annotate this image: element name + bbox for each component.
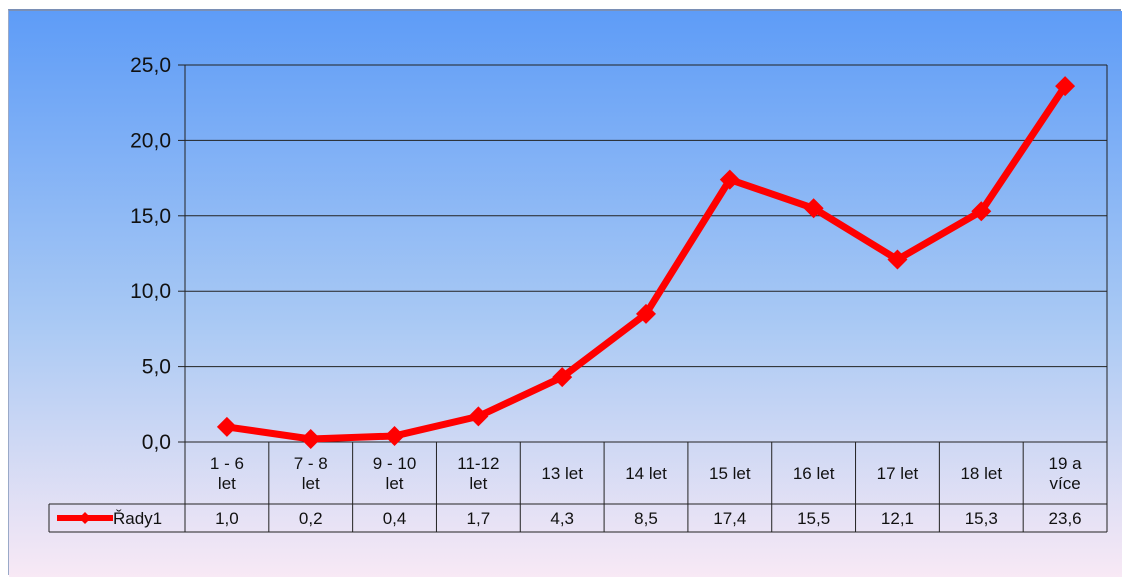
y-tick-label: 0,0 [142,431,171,454]
data-point [300,428,321,449]
data-table-value: 4,3 [550,509,574,528]
data-table-value: 15,5 [797,509,830,528]
x-tick-label: 16 let [793,464,835,483]
x-tick-label: 15 let [709,464,751,483]
x-tick-label: 19 a více [1049,454,1083,493]
data-point [636,303,656,324]
x-tick-label: 1 - 6 let [210,454,244,493]
data-point [719,169,740,190]
x-tick-label: 9 - 10 let [373,454,416,493]
x-tick-label: 17 let [877,464,919,483]
legend-label: Řady1 [113,509,162,528]
x-tick-label: 7 - 8 let [294,454,328,493]
data-table-value: 8,5 [634,509,658,528]
data-point [552,367,573,388]
x-tick-label: 13 let [541,464,583,483]
data-table-value: 12,1 [881,509,914,528]
y-tick-label: 5,0 [142,356,171,379]
y-tick-label: 10,0 [130,280,171,303]
data-table-value: 17,4 [713,509,746,528]
y-tick-label: 15,0 [130,205,171,228]
data-point [216,416,237,437]
x-tick-label: 14 let [625,464,667,483]
y-tick-label: 20,0 [130,129,171,152]
data-table-value: 23,6 [1049,509,1082,528]
legend-marker [79,512,91,524]
data-point [971,201,992,222]
data-point [1055,76,1076,97]
x-tick-label: 11-12 let [457,454,499,493]
data-table-value: 1,7 [467,509,491,528]
data-table-value: 0,4 [383,509,407,528]
data-table-value: 1,0 [215,509,239,528]
data-point [887,249,908,270]
data-point [803,198,824,219]
chart-frame: 0,0 5,0 10,0 15,0 20,0 25,0 1 - 6 let 7 - 8 let 9… [8,9,1122,577]
data-table-value: 15,3 [965,509,998,528]
chart-background [9,11,1122,577]
x-tick-label: 18 let [960,464,1002,483]
y-tick-label: 25,0 [130,54,171,77]
line-chart: 0,0 5,0 10,0 15,0 20,0 25,0 1 - 6 let 7 - 8 let 9… [9,11,1122,577]
data-point [384,425,405,446]
data-point [468,406,489,427]
data-table-value: 0,2 [299,509,323,528]
